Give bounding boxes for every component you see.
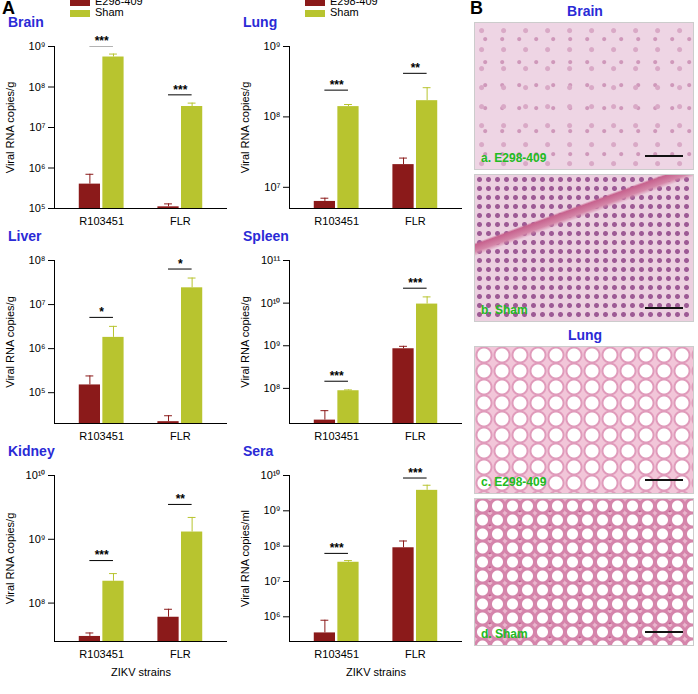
svg-text:10⁸: 10⁸ bbox=[264, 110, 281, 122]
svg-text:10⁵: 10⁵ bbox=[29, 386, 46, 398]
svg-text:***: *** bbox=[408, 466, 422, 480]
html-text:Lung: Lung bbox=[567, 327, 603, 343]
svg-text:FLR: FLR bbox=[405, 430, 426, 442]
svg-text:***: *** bbox=[330, 369, 344, 383]
svg-text:10¹¹: 10¹¹ bbox=[261, 254, 281, 266]
svg-text:10⁷: 10⁷ bbox=[29, 298, 45, 310]
svg-text:10⁹: 10⁹ bbox=[264, 339, 281, 351]
svg-text:Viral RNA copies/g: Viral RNA copies/g bbox=[4, 82, 16, 174]
svg-text:10⁸: 10⁸ bbox=[264, 382, 281, 394]
svg-text:Viral RNA copies/ml: Viral RNA copies/ml bbox=[239, 510, 251, 607]
html-text:a. E298-409: a. E298-409 bbox=[481, 151, 547, 165]
svg-text:***: *** bbox=[95, 34, 109, 48]
html-text:Brain: Brain bbox=[8, 14, 44, 30]
svg-text:Viral RNA copies/g: Viral RNA copies/g bbox=[239, 82, 251, 174]
html-text:Sera: Sera bbox=[243, 443, 274, 459]
svg-text:***: *** bbox=[408, 276, 422, 290]
svg-text:**: ** bbox=[411, 61, 421, 75]
svg-text:10⁸: 10⁸ bbox=[29, 254, 46, 266]
html-text:Sham: Sham bbox=[95, 6, 124, 18]
html-text:d. Sham: d. Sham bbox=[481, 627, 528, 641]
html-text:c. E298-409: c. E298-409 bbox=[481, 475, 547, 489]
svg-text:10⁵: 10⁵ bbox=[29, 202, 46, 214]
svg-text:Viral RNA copies/g: Viral RNA copies/g bbox=[239, 296, 251, 388]
svg-text:***: *** bbox=[330, 541, 344, 555]
svg-text:Viral RNA copies/g: Viral RNA copies/g bbox=[4, 296, 16, 388]
svg-text:10⁸: 10⁸ bbox=[264, 540, 281, 552]
svg-text:***: *** bbox=[173, 83, 187, 97]
svg-text:10¹⁰: 10¹⁰ bbox=[26, 469, 46, 481]
svg-text:**: ** bbox=[176, 492, 186, 506]
svg-text:10¹⁰: 10¹⁰ bbox=[261, 297, 281, 309]
svg-text:***: *** bbox=[95, 548, 109, 562]
svg-text:10⁷: 10⁷ bbox=[29, 121, 45, 133]
html-text:Kidney: Kidney bbox=[8, 443, 55, 459]
svg-text:R103451: R103451 bbox=[79, 648, 124, 660]
svg-text:R103451: R103451 bbox=[79, 215, 124, 227]
svg-text:FLR: FLR bbox=[170, 430, 191, 442]
svg-text:10⁶: 10⁶ bbox=[29, 162, 46, 174]
svg-text:10⁹: 10⁹ bbox=[264, 40, 281, 52]
svg-text:Viral RNA copies/g: Viral RNA copies/g bbox=[4, 513, 16, 605]
svg-text:FLR: FLR bbox=[170, 215, 191, 227]
html-text:b. Sham: b. Sham bbox=[481, 303, 528, 317]
html-text:Spleen: Spleen bbox=[243, 228, 289, 244]
svg-text:10⁹: 10⁹ bbox=[264, 504, 281, 516]
svg-text:ZIKV strains: ZIKV strains bbox=[111, 666, 171, 678]
svg-text:10⁹: 10⁹ bbox=[29, 40, 46, 52]
svg-text:10⁹: 10⁹ bbox=[29, 533, 46, 545]
html-text:Sham: Sham bbox=[330, 6, 359, 18]
svg-text:10⁶: 10⁶ bbox=[29, 342, 46, 354]
svg-text:*: * bbox=[99, 305, 104, 319]
svg-text:FLR: FLR bbox=[170, 648, 191, 660]
svg-text:10⁸: 10⁸ bbox=[29, 81, 46, 93]
svg-text:R103451: R103451 bbox=[314, 215, 359, 227]
svg-text:ZIKV strains: ZIKV strains bbox=[346, 666, 406, 678]
svg-text:R103451: R103451 bbox=[314, 430, 359, 442]
svg-text:10⁷: 10⁷ bbox=[264, 575, 280, 587]
html-text:Brain: Brain bbox=[567, 3, 603, 19]
svg-text:FLR: FLR bbox=[405, 215, 426, 227]
svg-text:10⁶: 10⁶ bbox=[264, 610, 281, 622]
svg-text:10¹⁰: 10¹⁰ bbox=[261, 469, 281, 481]
svg-text:R103451: R103451 bbox=[79, 430, 124, 442]
svg-text:*: * bbox=[178, 257, 183, 271]
svg-text:10⁸: 10⁸ bbox=[29, 597, 46, 609]
html-text:Liver: Liver bbox=[8, 228, 42, 244]
svg-text:FLR: FLR bbox=[405, 648, 426, 660]
html-text:Lung: Lung bbox=[243, 14, 278, 30]
svg-text:***: *** bbox=[330, 78, 344, 92]
svg-text:10⁷: 10⁷ bbox=[264, 181, 280, 193]
svg-text:R103451: R103451 bbox=[314, 648, 359, 660]
